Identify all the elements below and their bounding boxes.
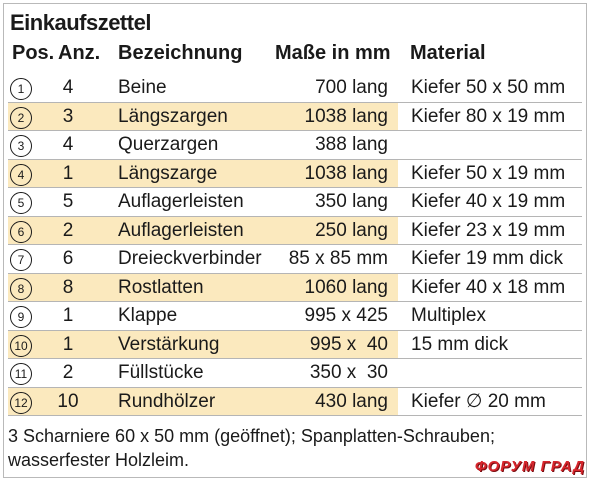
quantity-cell: 10 (57, 390, 79, 412)
description-cell: Längszargen (118, 105, 228, 127)
position-number-circle: 12 (10, 391, 32, 414)
header-material: Material (410, 42, 486, 64)
dimensions-cell: 85 x 85 mm (288, 248, 388, 269)
description-cell: Füllstücke (118, 362, 204, 383)
position-cell: 3 (8, 134, 46, 157)
table-row: 4 1 Längszarge 1038 lang Kiefer 50 x 19 mm (8, 159, 582, 188)
header-anz: Anz. (58, 42, 101, 64)
position-cell: 7 (8, 248, 46, 271)
row-highlight (8, 216, 398, 244)
quantity-cell: 8 (62, 276, 74, 298)
description-cell: Rundhölzer (118, 390, 216, 412)
dimensions-cell: 350 x 30 (309, 362, 388, 383)
position-cell: 6 (8, 220, 46, 243)
row-highlight (8, 273, 398, 301)
table-row: 7 6 Dreieckverbinder 85 x 85 mm Kiefer 19 mm… (8, 245, 582, 274)
material-cell: Kiefer 23 x 19 mm (411, 219, 566, 241)
quantity-cell: 1 (62, 333, 74, 355)
table-row: 1 4 Beine 700 lang Kiefer 50 x 50 mm (8, 74, 582, 103)
material-cell: 15 mm dick (411, 333, 509, 355)
dimensions-cell: 1038 lang (304, 162, 388, 184)
position-cell: 5 (8, 191, 46, 214)
table-row: 5 5 Auflagerleisten 350 lang Kiefer 40 x 19 … (8, 188, 582, 217)
position-number-circle: 5 (10, 192, 32, 214)
position-cell: 2 (8, 106, 46, 129)
position-number-circle: 2 (10, 106, 32, 129)
header-pos: Pos. (12, 42, 55, 64)
description-cell: Klappe (118, 305, 178, 326)
dimensions-cell: 350 lang (315, 191, 388, 212)
position-number-circle: 11 (10, 363, 32, 385)
table-row: 11 2 Füllstücke 350 x 30 (8, 359, 582, 388)
row-highlight (8, 159, 398, 187)
quantity-cell: 1 (62, 305, 74, 326)
quantity-cell: 2 (62, 219, 74, 241)
position-number-circle: 1 (10, 78, 32, 100)
material-cell: Kiefer 40 x 19 mm (411, 191, 566, 212)
material-cell: Multiplex (411, 305, 486, 326)
table-row: 3 4 Querzargen 388 lang (8, 131, 582, 160)
dimensions-cell: 430 lang (315, 390, 388, 412)
position-number-circle: 6 (10, 220, 32, 243)
table-row: 8 8 Rostlatten 1060 lang Kiefer 40 x 18 mm (8, 273, 582, 302)
quantity-cell: 2 (62, 362, 74, 383)
watermark-logo: ФОРУМ ГРАД (474, 458, 585, 475)
position-cell: 1 (8, 77, 46, 100)
position-number-circle: 7 (10, 249, 32, 271)
quantity-cell: 4 (62, 77, 74, 98)
position-cell: 11 (8, 362, 46, 385)
document-frame (3, 3, 587, 478)
position-cell: 9 (8, 305, 46, 328)
row-highlight (8, 330, 398, 358)
description-cell: Dreieckverbinder (118, 248, 262, 269)
table-row: 10 1 Verstärkung 995 x 40 15 mm dick (8, 330, 582, 359)
description-cell: Verstärkung (118, 333, 220, 355)
quantity-cell: 3 (62, 105, 74, 127)
table-row: 12 10 Rundhölzer 430 lang Kiefer ∅ 20 mm (8, 387, 582, 416)
material-cell: Kiefer ∅ 20 mm (411, 390, 546, 412)
position-cell: 4 (8, 163, 46, 186)
quantity-cell: 4 (62, 134, 74, 155)
document-title: Einkaufszettel (10, 10, 151, 35)
dimensions-cell: 1038 lang (304, 105, 388, 127)
quantity-cell: 1 (62, 162, 74, 184)
description-cell: Auflagerleisten (118, 219, 244, 241)
quantity-cell: 6 (62, 248, 74, 269)
position-cell: 10 (8, 334, 46, 357)
dimensions-cell: 700 lang (315, 77, 388, 98)
row-highlight (8, 102, 398, 130)
table-row: 2 3 Längszargen 1038 lang Kiefer 80 x 19 mm (8, 102, 582, 131)
quantity-cell: 5 (62, 191, 74, 212)
material-cell: Kiefer 19 mm dick (411, 248, 564, 269)
position-number-circle: 8 (10, 277, 32, 300)
dimensions-cell: 995 x 425 (304, 305, 388, 326)
table-row: 9 1 Klappe 995 x 425 Multiplex (8, 302, 582, 331)
description-cell: Rostlatten (118, 276, 204, 298)
position-number-circle: 10 (10, 334, 32, 357)
position-number-circle: 9 (10, 306, 32, 328)
dimensions-cell: 388 lang (315, 134, 388, 155)
description-cell: Längszarge (118, 162, 218, 184)
dimensions-cell: 250 lang (315, 219, 388, 241)
table-row: 6 2 Auflagerleisten 250 lang Kiefer 23 x 19 … (8, 216, 582, 245)
dimensions-cell: 995 x 40 (309, 333, 388, 355)
header-bezeichnung: Bezeichnung (118, 42, 243, 64)
dimensions-cell: 1060 lang (304, 276, 388, 298)
position-number-circle: 4 (10, 163, 32, 186)
material-cell: Kiefer 80 x 19 mm (411, 105, 566, 127)
position-cell: 8 (8, 277, 46, 300)
header-masse: Maße in mm (275, 42, 391, 64)
material-cell: Kiefer 50 x 19 mm (411, 162, 566, 184)
position-cell: 12 (8, 391, 46, 414)
material-cell: Kiefer 40 x 18 mm (411, 276, 566, 298)
footer-note: 3 Scharniere 60 x 50 mm (geöffnet); Span… (8, 426, 495, 470)
material-cell: Kiefer 50 x 50 mm (411, 77, 566, 98)
parts-table: 1 4 Beine 700 lang Kiefer 50 x 50 mm 2 3 Längsz… (8, 74, 582, 416)
description-cell: Beine (118, 77, 167, 98)
description-cell: Querzargen (118, 134, 219, 155)
position-number-circle: 3 (10, 135, 32, 157)
row-highlight (8, 387, 398, 415)
description-cell: Auflagerleisten (118, 191, 244, 212)
